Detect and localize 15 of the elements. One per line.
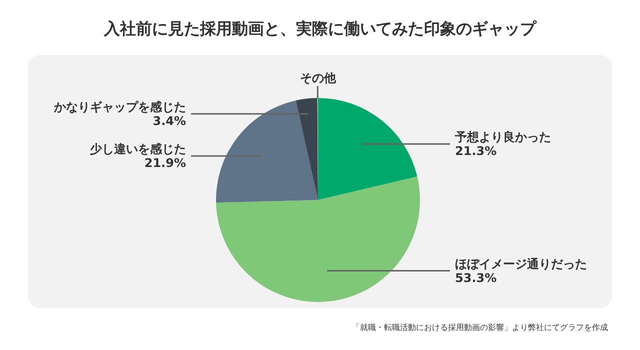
pie-slice bbox=[216, 176, 420, 302]
slice-label: ほぼイメージ通りだった bbox=[455, 256, 587, 271]
slice-label: 少し違いを感じた bbox=[89, 142, 186, 156]
slice-label: 予想より良かった bbox=[454, 130, 551, 144]
data-label: 3.4% bbox=[152, 114, 186, 128]
pie-slice bbox=[216, 100, 318, 203]
slice-label: かなりギャップを感じた bbox=[53, 100, 186, 114]
data-label: 21.3% bbox=[455, 144, 497, 158]
data-label: 21.9% bbox=[144, 156, 186, 170]
chart-title: 入社前に見た採用動画と、実際に働いてみた印象のギャップ bbox=[103, 19, 537, 38]
pie-slice bbox=[296, 98, 318, 200]
data-label: 53.3% bbox=[455, 270, 497, 285]
text: 「就職・転職活動における採用動画の影響」より弊社にてグラフを作成 bbox=[352, 323, 608, 332]
pie-slice bbox=[318, 98, 418, 200]
slice-label: その他 bbox=[300, 71, 337, 85]
